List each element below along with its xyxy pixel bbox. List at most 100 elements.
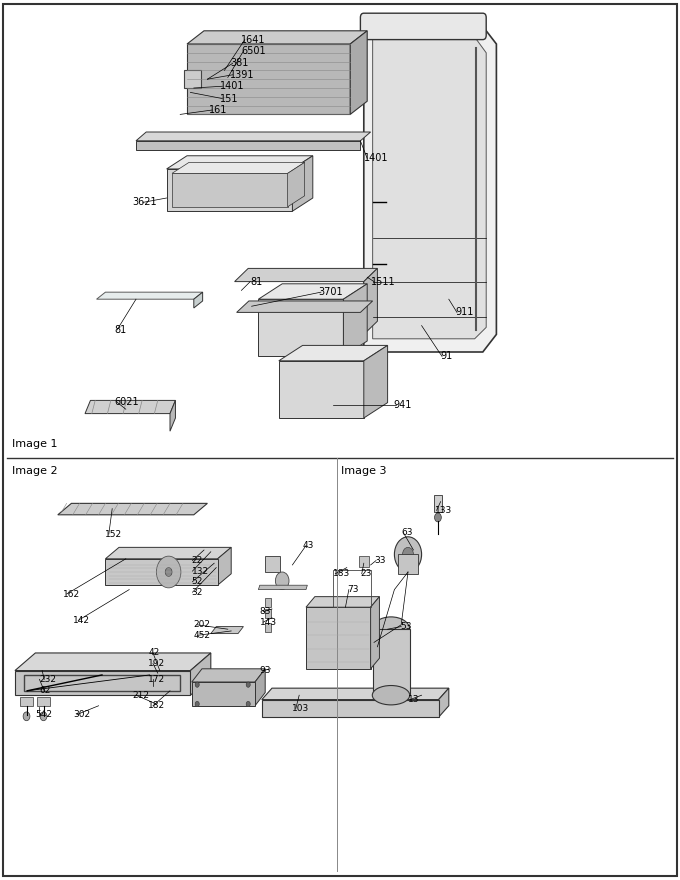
Polygon shape [15, 653, 211, 671]
Text: 3701: 3701 [318, 287, 343, 297]
Polygon shape [371, 597, 379, 669]
Text: 81: 81 [114, 325, 126, 335]
Text: 1641: 1641 [241, 34, 266, 45]
Text: 23: 23 [360, 569, 372, 578]
Text: 152: 152 [105, 530, 122, 539]
Polygon shape [187, 31, 367, 44]
Polygon shape [190, 653, 211, 695]
Polygon shape [105, 547, 231, 559]
Text: 941: 941 [393, 400, 411, 410]
Circle shape [403, 547, 413, 561]
Text: 133: 133 [435, 506, 452, 515]
Text: 43: 43 [303, 541, 314, 550]
FancyBboxPatch shape [360, 13, 486, 40]
Text: 13: 13 [408, 695, 420, 704]
Polygon shape [167, 169, 292, 211]
Circle shape [195, 682, 199, 687]
Text: 33: 33 [374, 556, 386, 565]
Polygon shape [136, 141, 360, 150]
Polygon shape [292, 156, 313, 211]
Polygon shape [262, 700, 439, 717]
Polygon shape [85, 400, 175, 414]
Circle shape [23, 712, 30, 721]
Bar [265, 609, 271, 618]
Polygon shape [194, 292, 203, 308]
Polygon shape [373, 35, 486, 339]
Bar [20, 697, 33, 706]
Polygon shape [15, 671, 190, 695]
Polygon shape [255, 669, 265, 706]
Text: 192: 192 [148, 659, 165, 668]
Polygon shape [187, 44, 350, 114]
Text: 52: 52 [192, 577, 203, 586]
Text: 53: 53 [400, 622, 411, 631]
Bar [398, 554, 418, 574]
Polygon shape [192, 682, 255, 706]
Text: 911: 911 [456, 307, 474, 318]
Circle shape [195, 701, 199, 707]
Circle shape [246, 682, 250, 687]
Circle shape [246, 701, 250, 707]
Text: 142: 142 [73, 616, 90, 625]
Polygon shape [343, 284, 367, 356]
Polygon shape [184, 70, 201, 88]
Polygon shape [364, 345, 388, 418]
Polygon shape [211, 627, 243, 634]
Circle shape [165, 568, 172, 576]
Polygon shape [58, 503, 207, 515]
Text: 202: 202 [194, 620, 211, 629]
Polygon shape [258, 299, 343, 356]
Bar [265, 598, 271, 607]
Text: 1401: 1401 [220, 81, 244, 92]
Polygon shape [167, 156, 313, 169]
Bar [265, 556, 280, 572]
Text: 103: 103 [292, 704, 309, 713]
Text: 6501: 6501 [241, 46, 266, 56]
Text: Image 1: Image 1 [12, 439, 58, 449]
Polygon shape [350, 31, 367, 114]
Text: 63: 63 [401, 528, 413, 537]
Text: 93: 93 [260, 666, 271, 675]
Text: 452: 452 [194, 631, 211, 640]
Circle shape [394, 537, 422, 572]
Bar [373, 629, 410, 695]
Polygon shape [439, 688, 449, 717]
Polygon shape [288, 163, 305, 207]
Bar [265, 623, 271, 632]
Polygon shape [279, 361, 364, 418]
Text: 1391: 1391 [230, 70, 254, 80]
Ellipse shape [372, 686, 409, 705]
Polygon shape [105, 559, 218, 585]
Bar [359, 556, 369, 567]
Text: Image 2: Image 2 [12, 466, 58, 476]
Text: 542: 542 [35, 710, 52, 719]
Text: 183: 183 [333, 569, 350, 578]
Text: 381: 381 [230, 58, 248, 69]
Text: 73: 73 [347, 585, 358, 594]
Text: 3621: 3621 [133, 197, 157, 208]
Text: 91: 91 [441, 351, 453, 362]
Circle shape [156, 556, 181, 588]
Polygon shape [172, 173, 288, 207]
Text: 162: 162 [63, 590, 80, 598]
Text: 6021: 6021 [114, 397, 139, 407]
Ellipse shape [372, 617, 409, 642]
Polygon shape [258, 585, 307, 590]
Text: 143: 143 [260, 618, 277, 627]
Circle shape [275, 572, 289, 590]
Text: 161: 161 [209, 105, 228, 115]
Text: 1401: 1401 [364, 153, 388, 164]
Text: 32: 32 [192, 588, 203, 597]
Text: 151: 151 [220, 93, 238, 104]
Polygon shape [170, 400, 175, 431]
Polygon shape [306, 597, 379, 607]
Circle shape [435, 513, 441, 522]
Bar [434, 495, 442, 512]
Text: 302: 302 [73, 710, 90, 719]
Polygon shape [364, 268, 377, 334]
Text: 172: 172 [148, 675, 165, 684]
Text: 132: 132 [192, 567, 209, 576]
Polygon shape [306, 607, 371, 669]
Bar [37, 697, 50, 706]
Text: Image 3: Image 3 [341, 466, 387, 476]
